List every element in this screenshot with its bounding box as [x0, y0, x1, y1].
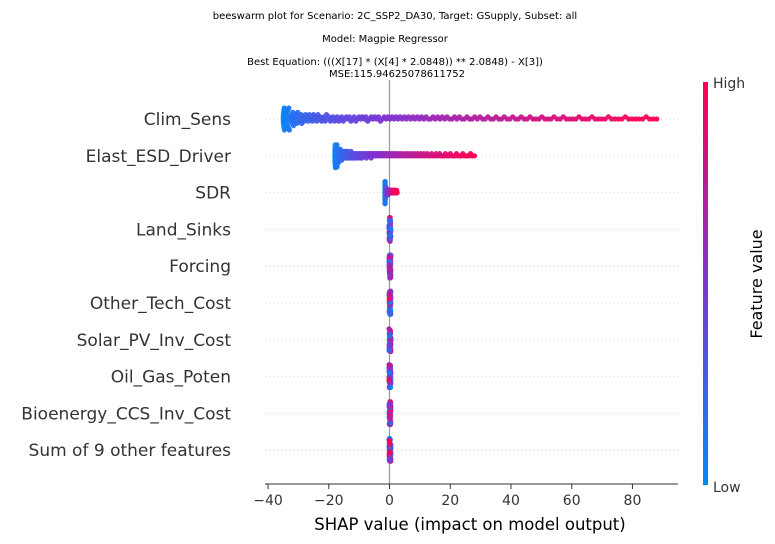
x-tick-label: 0 — [385, 493, 394, 509]
shap-point — [650, 116, 656, 122]
shap-point — [387, 217, 394, 223]
shap-point — [386, 262, 392, 268]
x-tick-label: 40 — [502, 493, 520, 509]
shap-point — [386, 254, 392, 260]
shap-point — [375, 114, 382, 120]
x-tick-label: 20 — [441, 493, 459, 509]
feature-label: Elast_ESD_Driver — [86, 147, 231, 167]
shap-point — [387, 365, 394, 371]
shap-point — [387, 412, 394, 419]
chart-subtitle-equation: Best Equation: (((X[17] * (X[4] * 2.0848… — [247, 57, 543, 68]
feature-label: Solar_PV_Inv_Cost — [77, 331, 232, 351]
shap-point — [654, 116, 660, 122]
colorbar-gradient — [703, 82, 708, 485]
x-tick-label: −20 — [314, 493, 344, 509]
feature-label: SDR — [195, 184, 231, 204]
feature-label: Bioenergy_CCS_Inv_Cost — [21, 404, 231, 424]
shap-point — [334, 164, 340, 170]
shap-point — [386, 451, 392, 457]
feature-rows: Clim_Sens Elast_ESD_Driver SDR Land_Sinks Fo… — [21, 80, 678, 484]
shap-point — [386, 222, 392, 228]
shap-point — [387, 384, 394, 391]
shap-point — [386, 438, 392, 444]
shap-point — [334, 142, 340, 148]
shap-point — [382, 201, 388, 207]
colorbar-title: Feature value — [747, 229, 766, 338]
shap-point — [386, 309, 392, 315]
chart-subtitle-model: Model: Magpie Regressor — [322, 34, 449, 45]
shap-point — [386, 404, 392, 410]
x-tick-label: −40 — [253, 493, 283, 509]
shap-point — [286, 127, 293, 133]
x-axis-label: SHAP value (impact on model output) — [314, 515, 625, 534]
feature-label: Sum of 9 other features — [29, 441, 232, 461]
feature-label: Other_Tech_Cost — [90, 294, 231, 314]
x-axis: −40 −20 0 20 40 60 80 — [253, 483, 678, 509]
shap-point — [387, 231, 393, 238]
shap-point — [382, 179, 388, 185]
shap-point — [286, 105, 292, 111]
shap-point — [386, 327, 392, 333]
shap-point — [387, 420, 393, 426]
feature-label: Oil_Gas_Poten — [111, 368, 231, 388]
shap-point — [387, 291, 393, 297]
shap-point — [387, 267, 393, 273]
feature-label: Land_Sinks — [136, 220, 231, 240]
chart-title: beeswarm plot for Scenario: 2C_SSP2_DA30… — [213, 11, 577, 22]
shap-point — [386, 296, 392, 302]
shap-point — [386, 377, 393, 383]
shap-point — [471, 153, 478, 159]
shap-point — [387, 273, 393, 279]
shap-point — [387, 342, 393, 349]
shap-point — [387, 457, 394, 463]
colorbar: High Low Feature value — [703, 76, 766, 496]
shap-point — [386, 330, 392, 337]
shap-point — [386, 347, 393, 354]
feature-label: Forcing — [169, 257, 231, 277]
chart-titles: beeswarm plot for Scenario: 2C_SSP2_DA30… — [213, 11, 577, 80]
shap-point — [387, 236, 393, 242]
x-tick-label: 80 — [624, 493, 642, 509]
colorbar-high-label: High — [713, 76, 745, 92]
feature-label: Clim_Sens — [144, 110, 231, 130]
colorbar-low-label: Low — [713, 480, 741, 496]
shap-point — [394, 190, 400, 196]
x-tick-label: 60 — [563, 493, 581, 509]
data-points — [280, 105, 660, 464]
chart-subtitle-mse: MSE:115.94625078611752 — [329, 69, 465, 80]
shap-point — [281, 127, 288, 133]
shap-point — [386, 369, 393, 376]
